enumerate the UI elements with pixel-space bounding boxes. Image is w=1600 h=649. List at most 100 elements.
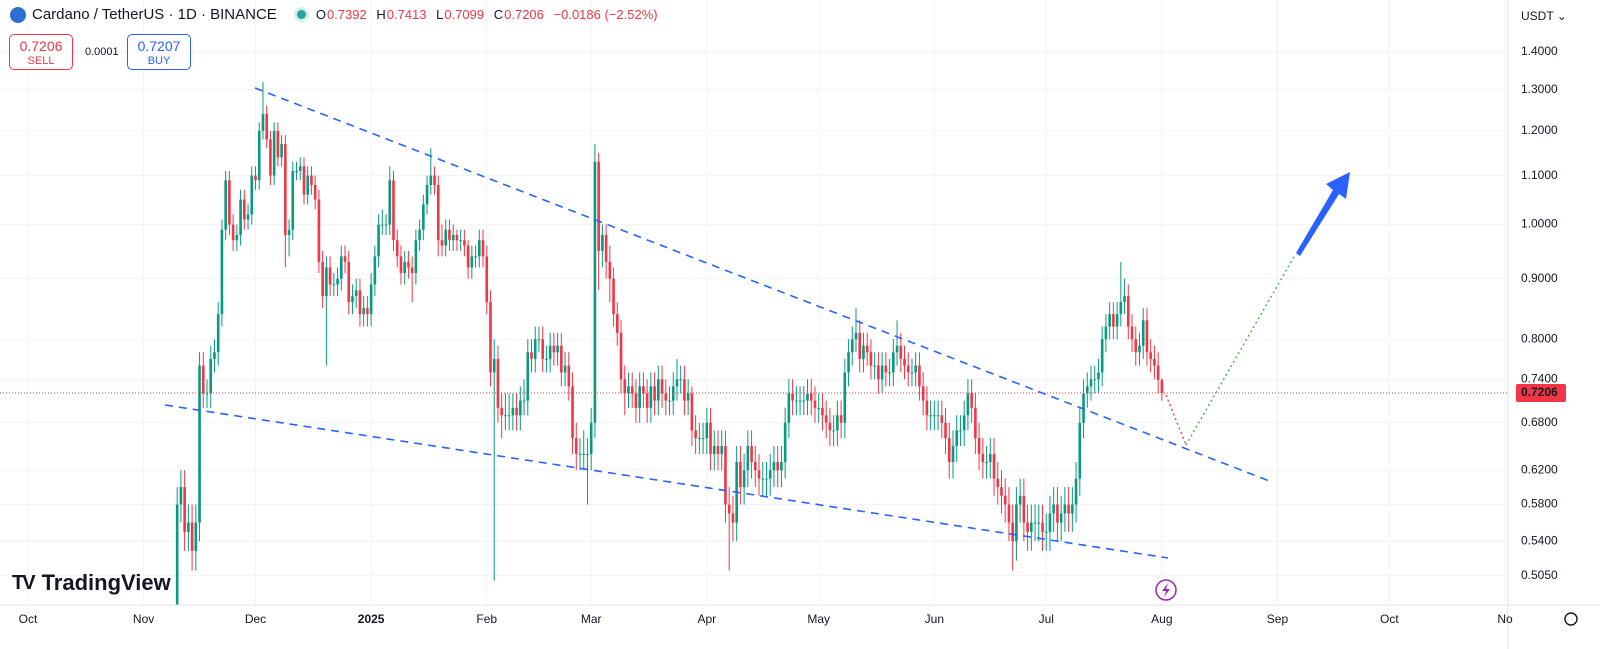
candle-body	[839, 415, 843, 423]
candle-body	[224, 180, 227, 230]
drawings	[164, 87, 1350, 559]
candle-body	[254, 175, 257, 181]
low-key: L	[436, 7, 444, 22]
candle-body	[933, 415, 936, 417]
candle-body	[608, 261, 612, 279]
candle-body	[1074, 478, 1078, 505]
candle-body	[772, 462, 776, 471]
candle-body	[284, 143, 287, 235]
high-key: H	[376, 7, 386, 22]
candle-body	[373, 256, 377, 285]
candle-body	[1097, 372, 1100, 380]
candle-body	[522, 400, 526, 402]
candle-body	[873, 365, 876, 367]
candle-body	[492, 358, 496, 373]
candle-body	[287, 229, 291, 235]
candle-body	[1093, 379, 1097, 381]
y-tick-label: 0.7400	[1521, 371, 1558, 385]
candle-body	[519, 400, 522, 416]
candle-body	[1015, 504, 1018, 542]
candle-body	[410, 267, 414, 274]
logo: TV TradingView	[12, 570, 171, 596]
candle-body	[615, 314, 619, 333]
candle-body	[1048, 513, 1052, 532]
candle-body	[601, 234, 604, 251]
candle-body	[530, 352, 533, 359]
buy-button[interactable]: 0.7207 BUY	[127, 34, 191, 70]
candle-body	[246, 214, 250, 220]
candle-body	[563, 365, 567, 373]
candle-body	[836, 415, 839, 431]
candle-body	[996, 478, 1000, 488]
candle-body	[892, 352, 895, 373]
candle-body	[578, 453, 582, 455]
candle-body	[1063, 504, 1067, 514]
candle-body	[440, 240, 444, 246]
candle-body	[1119, 302, 1123, 315]
open-value: 0.7392	[326, 7, 367, 22]
candle-body	[537, 339, 541, 341]
candle-body	[1104, 326, 1108, 340]
y-tick-label: 0.6800	[1521, 415, 1558, 429]
settings-icon[interactable]	[1564, 612, 1578, 626]
candle-body	[548, 345, 552, 359]
candle-body	[694, 430, 697, 439]
candle-body	[213, 352, 216, 359]
candle-body	[526, 352, 530, 401]
candle-body	[850, 339, 854, 353]
x-tick-label: Sep	[1267, 612, 1289, 626]
currency-select[interactable]: USDT ⌄	[1521, 9, 1567, 23]
x-tick-label: Jun	[925, 612, 944, 626]
candle-body	[381, 224, 384, 226]
lightning-icon[interactable]	[1155, 579, 1177, 601]
candle-body	[951, 445, 955, 463]
candle-body	[1130, 326, 1134, 340]
candle-body	[466, 245, 470, 268]
sell-button[interactable]: 0.7206 SELL	[9, 34, 73, 70]
candle-body	[1052, 504, 1056, 514]
candle-body	[940, 415, 944, 423]
candle-body	[339, 256, 343, 279]
candle-body	[407, 261, 410, 268]
candle-body	[444, 229, 448, 246]
candle-body	[198, 365, 201, 523]
candle-body	[1145, 320, 1149, 353]
candle-body	[977, 438, 981, 454]
candle-body	[1056, 504, 1059, 523]
sell-price: 0.7206	[19, 38, 63, 54]
candle-body	[489, 302, 492, 373]
candle-body	[425, 185, 429, 205]
candle-body	[664, 393, 668, 401]
candle-body	[541, 339, 545, 359]
candle-body	[712, 445, 716, 454]
price-axis-panel	[1508, 0, 1600, 649]
buy-label: BUY	[147, 55, 171, 67]
candle-body	[630, 386, 634, 394]
symbol-title[interactable]: Cardano / TetherUS · 1D · BINANCE	[32, 6, 277, 23]
y-tick-label: 0.8000	[1521, 331, 1558, 345]
candle-body	[205, 393, 209, 395]
change-value: −0.0186 (−2.52%)	[553, 7, 658, 22]
axes: 0.5050 0.5400 0.5800 0.6200 0.6800 0.7400 0.80…	[19, 44, 1566, 626]
candle-body	[354, 290, 358, 297]
candle-body	[776, 462, 779, 471]
candle-body	[1022, 495, 1026, 523]
candle-body	[809, 393, 813, 401]
candle-body	[847, 352, 850, 373]
candle-body	[806, 393, 809, 401]
candle-body	[690, 393, 694, 431]
candle-body	[944, 422, 947, 439]
candle-body	[1123, 296, 1126, 303]
last-price-label: 0.7206	[1521, 385, 1558, 399]
candle-body	[582, 453, 586, 455]
candle-body	[1030, 522, 1033, 532]
candle-body	[675, 379, 679, 387]
candle-body	[560, 345, 563, 373]
candle-body	[959, 430, 962, 432]
candle-body	[787, 393, 791, 423]
candle-body	[175, 504, 179, 605]
candle-body	[451, 234, 455, 241]
last-price-box	[1516, 383, 1566, 402]
candle-body	[1126, 296, 1130, 327]
candle-body	[929, 415, 932, 417]
